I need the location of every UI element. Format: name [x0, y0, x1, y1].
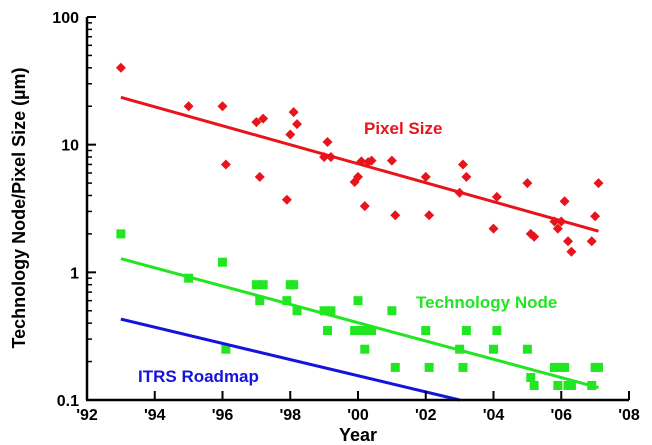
data-point-pixel-size: [217, 101, 228, 112]
x-tick-label: '02: [415, 407, 437, 424]
series-layer: [115, 62, 604, 390]
data-point-pixel-size: [458, 159, 469, 170]
y-axis-title: Technology Node/Pixel Size (µm): [9, 67, 29, 348]
trend-line-itrs-roadmap: [120, 317, 460, 402]
data-point-pixel-size: [566, 246, 577, 257]
data-point-technology-node: [255, 296, 265, 306]
series-label-technology-node: Technology Node: [416, 293, 557, 312]
data-point-technology-node: [116, 229, 126, 239]
trend-line-pixel-size: [120, 95, 599, 233]
data-point-pixel-size: [353, 171, 363, 182]
data-point-pixel-size: [359, 201, 370, 212]
data-point-technology-node: [549, 362, 559, 372]
data-point-technology-node: [458, 362, 468, 372]
data-point-technology-node: [529, 380, 539, 390]
trend-line-technology-node: [120, 257, 599, 390]
data-point-pixel-size: [491, 191, 502, 202]
y-tick-label: 0.1: [57, 393, 79, 410]
data-point-technology-node: [522, 344, 532, 354]
data-point-pixel-size: [285, 129, 296, 140]
data-point-technology-node: [326, 306, 336, 316]
trend-layer: [120, 95, 599, 402]
series-label-pixel-size: Pixel Size: [364, 119, 442, 138]
data-point-pixel-size: [563, 236, 574, 247]
data-point-technology-node: [594, 362, 604, 372]
data-point-technology-node: [292, 306, 302, 316]
data-point-pixel-size: [366, 155, 377, 166]
data-point-technology-node: [218, 257, 227, 267]
data-point-pixel-size: [552, 223, 563, 234]
data-point-pixel-size: [522, 178, 533, 189]
data-point-pixel-size: [322, 136, 333, 147]
series-label-itrs-roadmap: ITRS Roadmap: [138, 367, 259, 386]
data-point-pixel-size: [251, 117, 262, 128]
x-tick-label: '00: [347, 407, 369, 424]
data-point-pixel-size: [559, 196, 570, 207]
axes-layer: [85, 17, 629, 402]
data-point-technology-node: [319, 306, 329, 316]
data-point-pixel-size: [183, 101, 194, 112]
x-tick-label: '92: [76, 407, 98, 424]
data-point-pixel-size: [529, 231, 540, 242]
data-point-pixel-size: [593, 178, 604, 189]
data-point-technology-node: [492, 326, 502, 336]
data-point-technology-node: [367, 326, 377, 336]
x-axis-title: Year: [339, 425, 377, 445]
data-point-technology-node: [387, 306, 397, 316]
data-point-technology-node: [489, 344, 498, 354]
data-point-technology-node: [560, 362, 570, 372]
x-tick-label: '04: [483, 407, 505, 424]
data-point-pixel-size: [461, 171, 472, 182]
data-point-technology-node: [289, 280, 299, 290]
data-point-technology-node: [526, 373, 536, 383]
data-point-technology-node: [258, 280, 268, 290]
x-tick-label: '08: [618, 407, 640, 424]
data-point-pixel-size: [590, 211, 601, 222]
data-point-pixel-size: [488, 223, 499, 234]
data-point-pixel-size: [254, 171, 265, 182]
data-point-technology-node: [353, 296, 363, 306]
data-point-pixel-size: [390, 210, 401, 221]
data-point-pixel-size: [420, 171, 431, 182]
y-tick-label: 10: [61, 138, 79, 155]
x-tick-label: '94: [144, 407, 166, 424]
data-point-pixel-size: [288, 107, 299, 118]
y-tick-label: 100: [52, 10, 79, 27]
tick-layer: '92 '94 '96 '98 '00 '02 '04 '06 '08 0.1 1 10 100: [52, 10, 640, 424]
data-point-technology-node: [282, 296, 292, 306]
data-point-technology-node: [424, 362, 434, 372]
data-point-technology-node: [350, 326, 360, 336]
data-point-technology-node: [390, 362, 400, 372]
data-point-pixel-size: [220, 159, 231, 170]
data-point-technology-node: [323, 326, 333, 336]
data-point-pixel-size: [258, 113, 269, 124]
data-point-pixel-size: [115, 62, 126, 73]
data-point-technology-node: [461, 326, 471, 336]
data-point-pixel-size: [386, 155, 397, 166]
data-point-pixel-size: [281, 194, 292, 205]
data-point-technology-node: [360, 344, 370, 354]
data-point-technology-node: [566, 380, 576, 390]
data-point-technology-node: [251, 280, 261, 290]
data-point-technology-node: [553, 380, 563, 390]
data-point-technology-node: [356, 326, 366, 336]
data-point-pixel-size: [586, 236, 597, 247]
x-tick-label: '98: [279, 407, 301, 424]
data-point-technology-node: [421, 326, 431, 336]
y-tick-label: 1: [70, 265, 79, 282]
data-point-pixel-size: [424, 210, 435, 221]
x-tick-label: '06: [550, 407, 572, 424]
data-point-pixel-size: [292, 119, 303, 130]
data-point-technology-node: [221, 344, 231, 354]
x-tick-label: '96: [212, 407, 234, 424]
